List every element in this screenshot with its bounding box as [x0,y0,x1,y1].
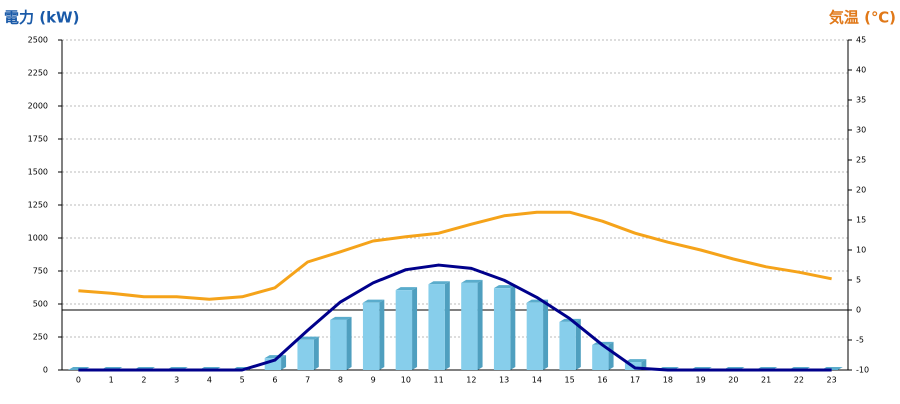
y2-tick-label: 45 [856,36,866,45]
bar-top [624,359,647,363]
bar-side [379,299,385,370]
x-tick-label: 5 [240,376,245,385]
x-tick-label: 10 [401,376,411,385]
bar [362,302,380,370]
x-tick-label: 15 [565,376,575,385]
y-tick-label: 1750 [28,135,48,144]
y2-tick-label: 35 [856,96,866,105]
bar [395,290,413,370]
x-tick-label: 17 [630,376,640,385]
x-tick-label: 3 [174,376,179,385]
bar-side [412,287,418,370]
left-axis-title: 電力 (kW) [4,9,79,27]
x-tick-label: 4 [207,376,212,385]
bar [592,344,609,370]
x-tick-label: 12 [466,376,476,385]
bar-side [313,336,319,370]
bar-side [575,318,581,370]
bar [526,302,544,370]
x-tick-label: 21 [761,376,771,385]
y2-tick-label: -5 [856,336,864,345]
x-tick-label: 14 [532,376,542,385]
line [78,263,832,372]
bar-top [461,279,483,283]
bar [428,284,445,370]
bar-side [543,299,549,370]
x-tick-label: 23 [827,376,837,385]
bar-top [395,287,418,291]
y-tick-label: 750 [33,267,48,276]
bar-top [362,299,385,303]
x-tick-label: 11 [434,376,444,385]
bar [493,288,511,370]
y2-tick-label: 25 [856,156,866,165]
bar-side [444,281,450,370]
bar-top [428,281,450,285]
bar [264,358,282,370]
y-tick-label: 250 [33,333,48,342]
bar [297,339,314,370]
line [78,210,832,301]
x-tick-label: 19 [696,376,706,385]
x-tick-label: 0 [76,376,81,385]
y2-tick-label: 5 [856,276,861,285]
x-tick-label: 1 [109,376,114,385]
x-tick-label: 22 [794,376,804,385]
y-tick-label: 1000 [28,234,48,243]
y-tick-label: 2500 [28,36,48,45]
y2-tick-label: 20 [856,186,866,195]
y2-tick-label: 0 [856,306,861,315]
x-tick-label: 6 [272,376,277,385]
y2-tick-label: 10 [856,246,866,255]
y2-tick-label: 15 [856,216,866,225]
x-tick-label: 8 [338,376,343,385]
x-tick-label: 16 [597,376,607,385]
right-axis-title: 気温 (℃) [829,9,896,27]
x-tick-label: 2 [141,376,146,385]
bar-top [297,336,319,340]
x-tick-label: 7 [305,376,310,385]
y2-tick-label: -10 [856,366,869,375]
y-tick-label: 1250 [28,201,48,210]
bar [559,321,576,370]
y-tick-label: 1500 [28,168,48,177]
y2-tick-label: 30 [856,126,866,135]
bar-side [608,341,614,370]
bar [461,282,478,370]
y-tick-label: 0 [43,366,48,375]
y2-tick-label: 40 [856,66,866,75]
bar-side [281,355,287,370]
bar [330,319,347,370]
y-tick-label: 500 [33,300,48,309]
y-tick-label: 2000 [28,102,48,111]
x-tick-label: 9 [371,376,376,385]
x-tick-label: 18 [663,376,673,385]
bar-side [477,279,483,370]
bar-side [346,316,352,370]
bar-top [330,316,352,320]
x-tick-label: 13 [499,376,509,385]
y-tick-label: 2250 [28,69,48,78]
bar-side [510,285,516,370]
x-tick-label: 20 [728,376,738,385]
bar-top [493,285,516,289]
